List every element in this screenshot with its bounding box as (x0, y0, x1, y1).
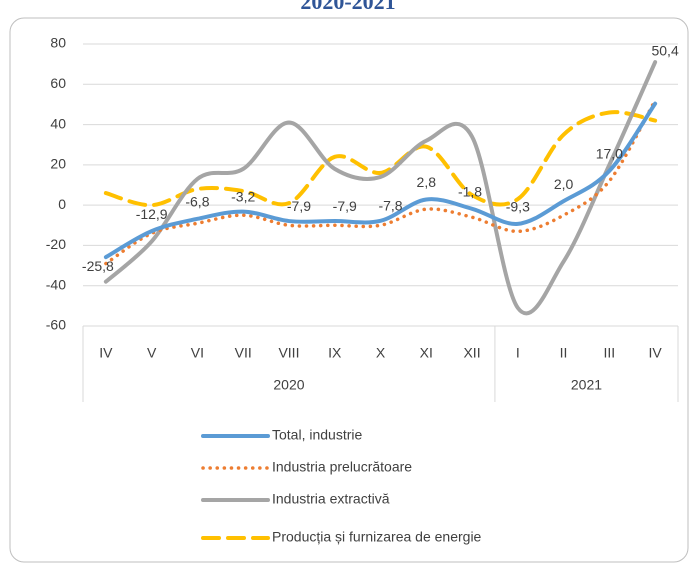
x-tick-label: IX (328, 345, 342, 361)
y-tick-label: -60 (46, 317, 66, 333)
legend-label: Industria extractivă (272, 491, 390, 507)
x-tick-label: VIII (278, 345, 299, 361)
data-label: 2,0 (554, 176, 574, 192)
group-label: 2021 (571, 377, 602, 393)
x-tick-label: II (560, 345, 568, 361)
chart-frame (9, 17, 689, 563)
legend-label: Industria prelucrătoare (272, 459, 412, 475)
data-label: -3,2 (231, 188, 255, 204)
data-label: -25,8 (82, 258, 114, 274)
data-label: -6,8 (185, 194, 209, 210)
y-tick-label: -20 (46, 236, 66, 252)
data-label: 17,0 (596, 146, 623, 162)
series-line (103, 60, 658, 316)
x-tick-label: VI (191, 345, 204, 361)
series-line (103, 110, 658, 208)
legend-label: Total, industrie (272, 427, 362, 443)
y-tick-label: 80 (50, 35, 66, 51)
x-tick-label: VII (235, 345, 252, 361)
y-tick-label: 40 (50, 115, 66, 131)
y-tick-label: 20 (50, 156, 66, 172)
x-tick-label: XII (463, 345, 480, 361)
x-tick-label: IV (648, 345, 662, 361)
data-label: -12,9 (136, 206, 168, 222)
y-tick-label: 0 (58, 196, 66, 212)
data-label: -1,8 (458, 183, 482, 199)
group-label: 2020 (273, 377, 304, 393)
x-tick-label: I (516, 345, 520, 361)
data-label: 2,8 (417, 174, 437, 190)
data-label: -7,8 (378, 198, 402, 214)
y-tick-label: -40 (46, 276, 66, 292)
legend-label: Producția și furnizarea de energie (272, 529, 482, 545)
x-tick-label: III (604, 345, 616, 361)
chart-title: 2020-2021 (300, 0, 395, 14)
data-label: -7,9 (287, 198, 311, 214)
series-line (104, 98, 657, 266)
x-tick-label: IV (99, 345, 113, 361)
data-label: -7,9 (333, 198, 357, 214)
data-label: -9,3 (506, 199, 530, 215)
x-tick-label: XI (420, 345, 433, 361)
x-tick-label: X (376, 345, 386, 361)
y-tick-label: 60 (50, 75, 66, 91)
series-line (103, 101, 658, 260)
data-label: 50,4 (651, 42, 678, 58)
x-tick-label: V (147, 345, 157, 361)
